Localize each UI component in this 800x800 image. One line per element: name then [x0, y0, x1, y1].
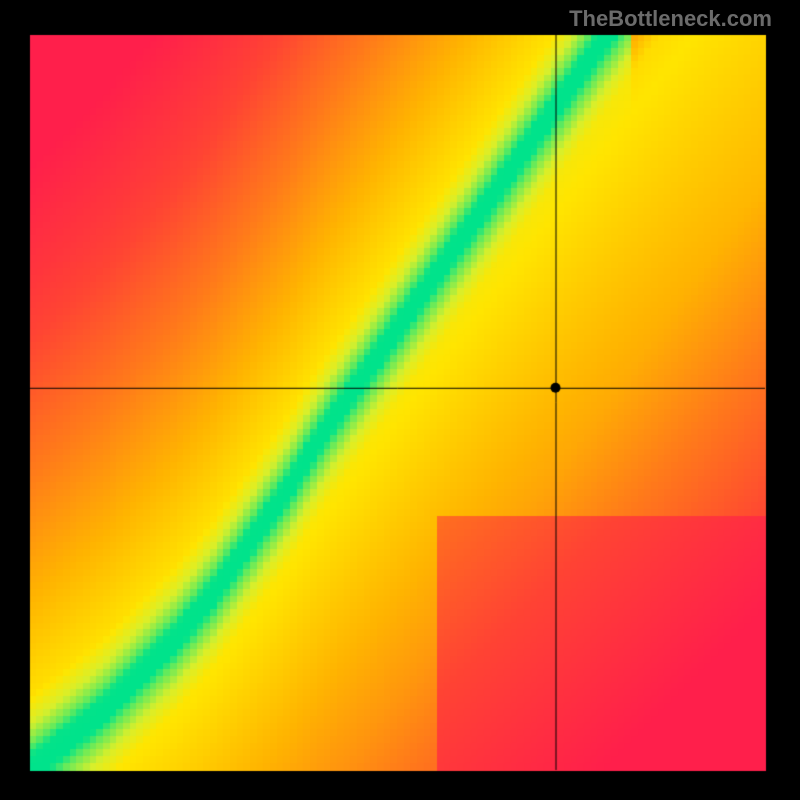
chart-container: TheBottleneck.com [0, 0, 800, 800]
watermark-text: TheBottleneck.com [569, 6, 772, 32]
bottleneck-heatmap [0, 0, 800, 800]
